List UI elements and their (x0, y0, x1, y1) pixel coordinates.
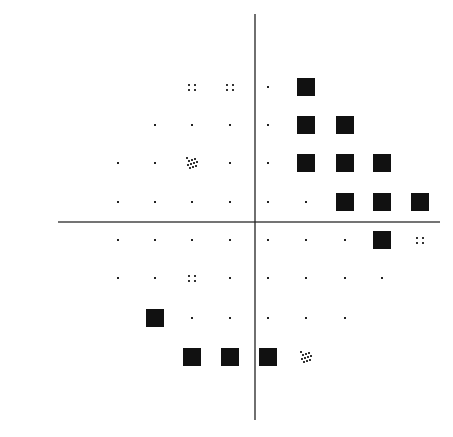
field-dot (191, 201, 193, 203)
field-pattern-cell (195, 165, 197, 167)
field-pattern-cell (188, 160, 190, 162)
field-pattern-dot (188, 280, 190, 282)
field-dot (267, 317, 269, 319)
field-pattern-dot (226, 89, 228, 91)
field-dot (229, 277, 231, 279)
field-pattern-cell (187, 164, 189, 166)
field-pattern-cell (301, 358, 303, 360)
field-pattern-dot (188, 275, 190, 277)
field-pattern-dot (188, 89, 190, 91)
field-dot (117, 162, 119, 164)
field-pattern-cell (192, 166, 194, 168)
field-pattern-cell (186, 157, 188, 159)
field-dot (154, 162, 156, 164)
field-pattern-cell (194, 158, 196, 160)
field-pattern-cell (305, 353, 307, 355)
field-dot (154, 239, 156, 241)
field-dot (267, 162, 269, 164)
field-dot (154, 124, 156, 126)
field-pattern-cell (306, 360, 308, 362)
field-pattern-dot (422, 242, 424, 244)
field-dot (267, 239, 269, 241)
field-dot (305, 201, 307, 203)
field-pattern-dot (232, 84, 234, 86)
field-dot (267, 277, 269, 279)
field-square (373, 231, 391, 249)
field-dot (191, 239, 193, 241)
field-square (183, 348, 201, 366)
field-dot (117, 277, 119, 279)
field-dot (154, 277, 156, 279)
field-pattern-cell (190, 163, 192, 165)
field-square (259, 348, 277, 366)
field-square (411, 193, 429, 211)
field-dot (191, 317, 193, 319)
field-dot (305, 277, 307, 279)
field-pattern-dot (232, 89, 234, 91)
field-dot (344, 239, 346, 241)
field-dot (117, 239, 119, 241)
field-dot (191, 124, 193, 126)
field-pattern-cell (308, 352, 310, 354)
field-dot (344, 317, 346, 319)
field-pattern-cell (196, 161, 198, 163)
field-pattern-dot (416, 242, 418, 244)
field-pattern-cell (193, 162, 195, 164)
field-pattern-dot (194, 89, 196, 91)
field-pattern-cell (302, 354, 304, 356)
field-pattern-dot (188, 84, 190, 86)
field-dot (305, 239, 307, 241)
field-pattern-dot (194, 84, 196, 86)
field-square (373, 193, 391, 211)
field-square (221, 348, 239, 366)
field-dot (117, 201, 119, 203)
field-dot (344, 277, 346, 279)
field-dot (229, 317, 231, 319)
field-pattern-dot (194, 280, 196, 282)
field-dot (229, 124, 231, 126)
field-dot (267, 86, 269, 88)
field-dot (229, 201, 231, 203)
field-square (336, 154, 354, 172)
field-square (336, 193, 354, 211)
field-dot (305, 317, 307, 319)
field-pattern-cell (303, 361, 305, 363)
field-pattern-dot (194, 275, 196, 277)
field-dot (267, 201, 269, 203)
field-pattern-cell (300, 351, 302, 353)
field-dot (154, 201, 156, 203)
field-dot (229, 162, 231, 164)
field-square (336, 116, 354, 134)
field-dot (267, 124, 269, 126)
field-pattern-cell (191, 159, 193, 161)
field-pattern-cell (189, 167, 191, 169)
field-pattern-dot (416, 237, 418, 239)
field-square (373, 154, 391, 172)
field-pattern-dot (226, 84, 228, 86)
field-pattern-cell (310, 355, 312, 357)
field-dot (381, 277, 383, 279)
field-square (146, 309, 164, 327)
field-square (297, 154, 315, 172)
field-pattern-cell (309, 359, 311, 361)
field-pattern-cell (304, 357, 306, 359)
field-pattern-cell (307, 356, 309, 358)
field-dot (229, 239, 231, 241)
field-square (297, 116, 315, 134)
field-square (297, 78, 315, 96)
field-pattern-dot (422, 237, 424, 239)
